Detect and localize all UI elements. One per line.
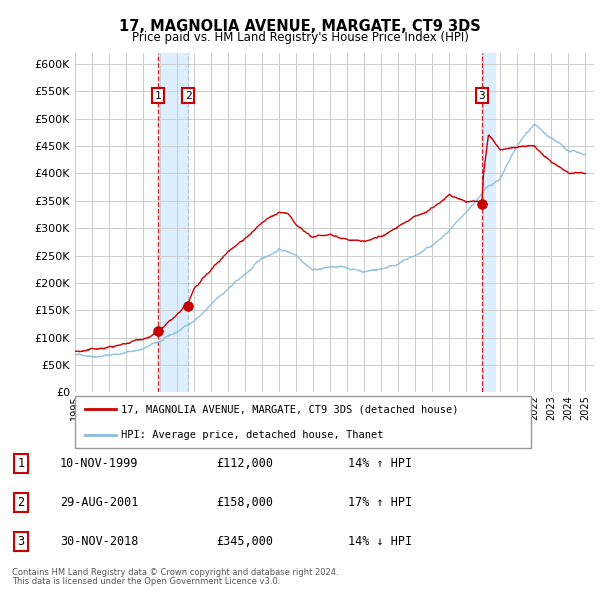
Text: 29-AUG-2001: 29-AUG-2001: [60, 496, 139, 509]
Text: 3: 3: [17, 535, 25, 548]
Text: 17, MAGNOLIA AVENUE, MARGATE, CT9 3DS (detached house): 17, MAGNOLIA AVENUE, MARGATE, CT9 3DS (d…: [121, 405, 458, 414]
Text: 14% ↑ HPI: 14% ↑ HPI: [348, 457, 412, 470]
Text: Price paid vs. HM Land Registry's House Price Index (HPI): Price paid vs. HM Land Registry's House …: [131, 31, 469, 44]
Text: 3: 3: [479, 90, 485, 100]
Bar: [482, 53, 495, 392]
Text: HPI: Average price, detached house, Thanet: HPI: Average price, detached house, Than…: [121, 431, 383, 440]
Text: £345,000: £345,000: [216, 535, 273, 548]
Text: This data is licensed under the Open Government Licence v3.0.: This data is licensed under the Open Gov…: [12, 578, 280, 586]
Text: 2: 2: [17, 496, 25, 509]
Bar: [158, 53, 188, 392]
Text: 10-NOV-1999: 10-NOV-1999: [60, 457, 139, 470]
Text: 14% ↓ HPI: 14% ↓ HPI: [348, 535, 412, 548]
Text: 17, MAGNOLIA AVENUE, MARGATE, CT9 3DS: 17, MAGNOLIA AVENUE, MARGATE, CT9 3DS: [119, 19, 481, 34]
Text: £158,000: £158,000: [216, 496, 273, 509]
Text: 17% ↑ HPI: 17% ↑ HPI: [348, 496, 412, 509]
Text: 30-NOV-2018: 30-NOV-2018: [60, 535, 139, 548]
Text: 1: 1: [154, 90, 161, 100]
Text: £112,000: £112,000: [216, 457, 273, 470]
Text: 1: 1: [17, 457, 25, 470]
Text: Contains HM Land Registry data © Crown copyright and database right 2024.: Contains HM Land Registry data © Crown c…: [12, 568, 338, 577]
Text: 2: 2: [185, 90, 192, 100]
